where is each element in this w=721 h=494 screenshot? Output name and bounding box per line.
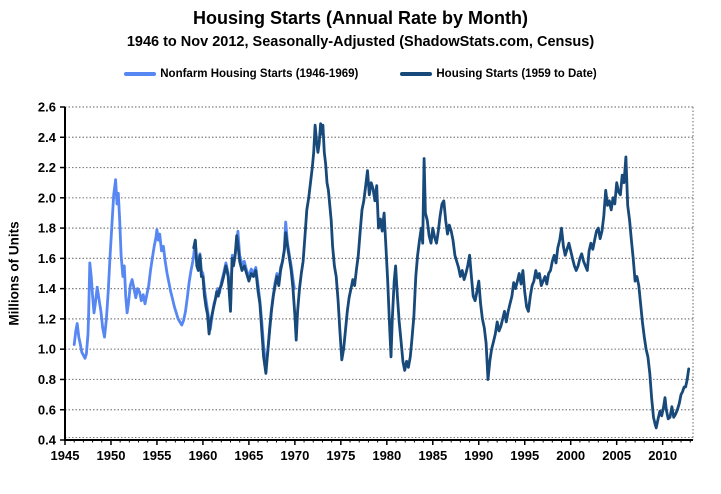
y-axis-tick-label: 0.6	[38, 402, 56, 417]
x-axis-tick-label: 1945	[51, 448, 80, 463]
legend-label-nonfarm: Nonfarm Housing Starts (1946-1969)	[160, 68, 359, 80]
x-axis-tick-label: 1995	[510, 448, 539, 463]
housing-starts-line	[192, 122, 691, 430]
x-axis-tick-label: 1965	[234, 448, 263, 463]
y-axis-tick-label: 1.6	[38, 251, 56, 266]
chart-title: Housing Starts (Annual Rate by Month)	[193, 8, 528, 28]
y-axis-tick-label: 0.4	[38, 433, 57, 448]
y-axis-tick-label: 2.0	[38, 190, 56, 205]
chart-subtitle: 1946 to Nov 2012, Seasonally-Adjusted (S…	[126, 34, 595, 50]
x-axis-tick-label: 1985	[418, 448, 447, 463]
housing-series-line-icon	[400, 72, 433, 76]
legend-item-housing: Housing Starts (1959 to Date)	[400, 68, 597, 80]
y-axis-tick-label: 1.0	[38, 342, 56, 357]
x-axis-tick-label: 1955	[142, 448, 171, 463]
x-axis-tick-label: 1990	[464, 448, 493, 463]
y-axis-tick-label: 2.4	[38, 130, 57, 145]
x-axis-tick-label: 1980	[372, 448, 401, 463]
x-axis-tick-label: 2010	[648, 448, 677, 463]
y-axis-tick-label: 1.4	[38, 281, 57, 296]
legend: Nonfarm Housing Starts (1946-1969) Housi…	[0, 68, 721, 80]
y-axis-tick-label: 1.8	[38, 221, 56, 236]
y-axis-tick-label: 2.6	[38, 100, 56, 115]
nonfarm-series-line-icon	[124, 72, 157, 76]
legend-label-housing: Housing Starts (1959 to Date)	[436, 68, 597, 80]
x-axis-tick-label: 2005	[602, 448, 631, 463]
legend-item-nonfarm: Nonfarm Housing Starts (1946-1969)	[124, 68, 358, 80]
y-axis-tick-label: 1.2	[38, 311, 56, 326]
x-axis-tick-label: 2000	[556, 448, 585, 463]
y-axis-tick-label: 0.8	[38, 372, 56, 387]
x-axis-tick-label: 1975	[326, 448, 355, 463]
x-axis-tick-label: 1970	[280, 448, 309, 463]
x-axis-tick-label: 1960	[188, 448, 217, 463]
x-axis-tick-label: 1950	[97, 448, 126, 463]
y-axis-tick-label: 2.2	[38, 160, 56, 175]
